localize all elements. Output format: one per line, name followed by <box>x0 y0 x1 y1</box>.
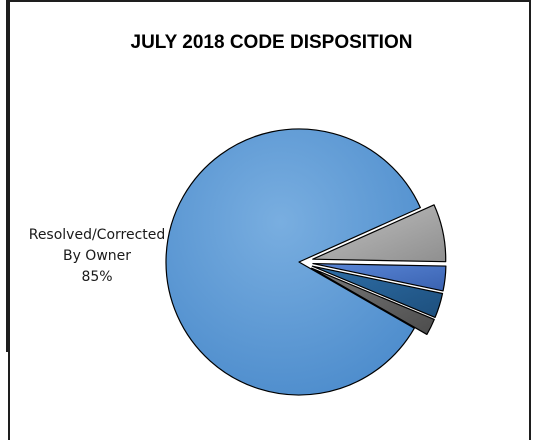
slice-label-line-0: Resolved/Corrected <box>29 227 166 243</box>
pie-slice-1 <box>312 204 447 263</box>
chart-title: JULY 2018 CODE DISPOSITION <box>130 32 413 53</box>
slice-label-line-2: 85% <box>81 269 112 285</box>
adjacent-panel-edge <box>0 0 8 352</box>
pie-slice-4 <box>310 267 435 336</box>
pie-slice-0 <box>165 128 421 396</box>
pie-slice-2 <box>312 262 447 292</box>
slice-label-line-1: By Owner <box>63 248 131 264</box>
pie-slice-3 <box>311 265 444 319</box>
